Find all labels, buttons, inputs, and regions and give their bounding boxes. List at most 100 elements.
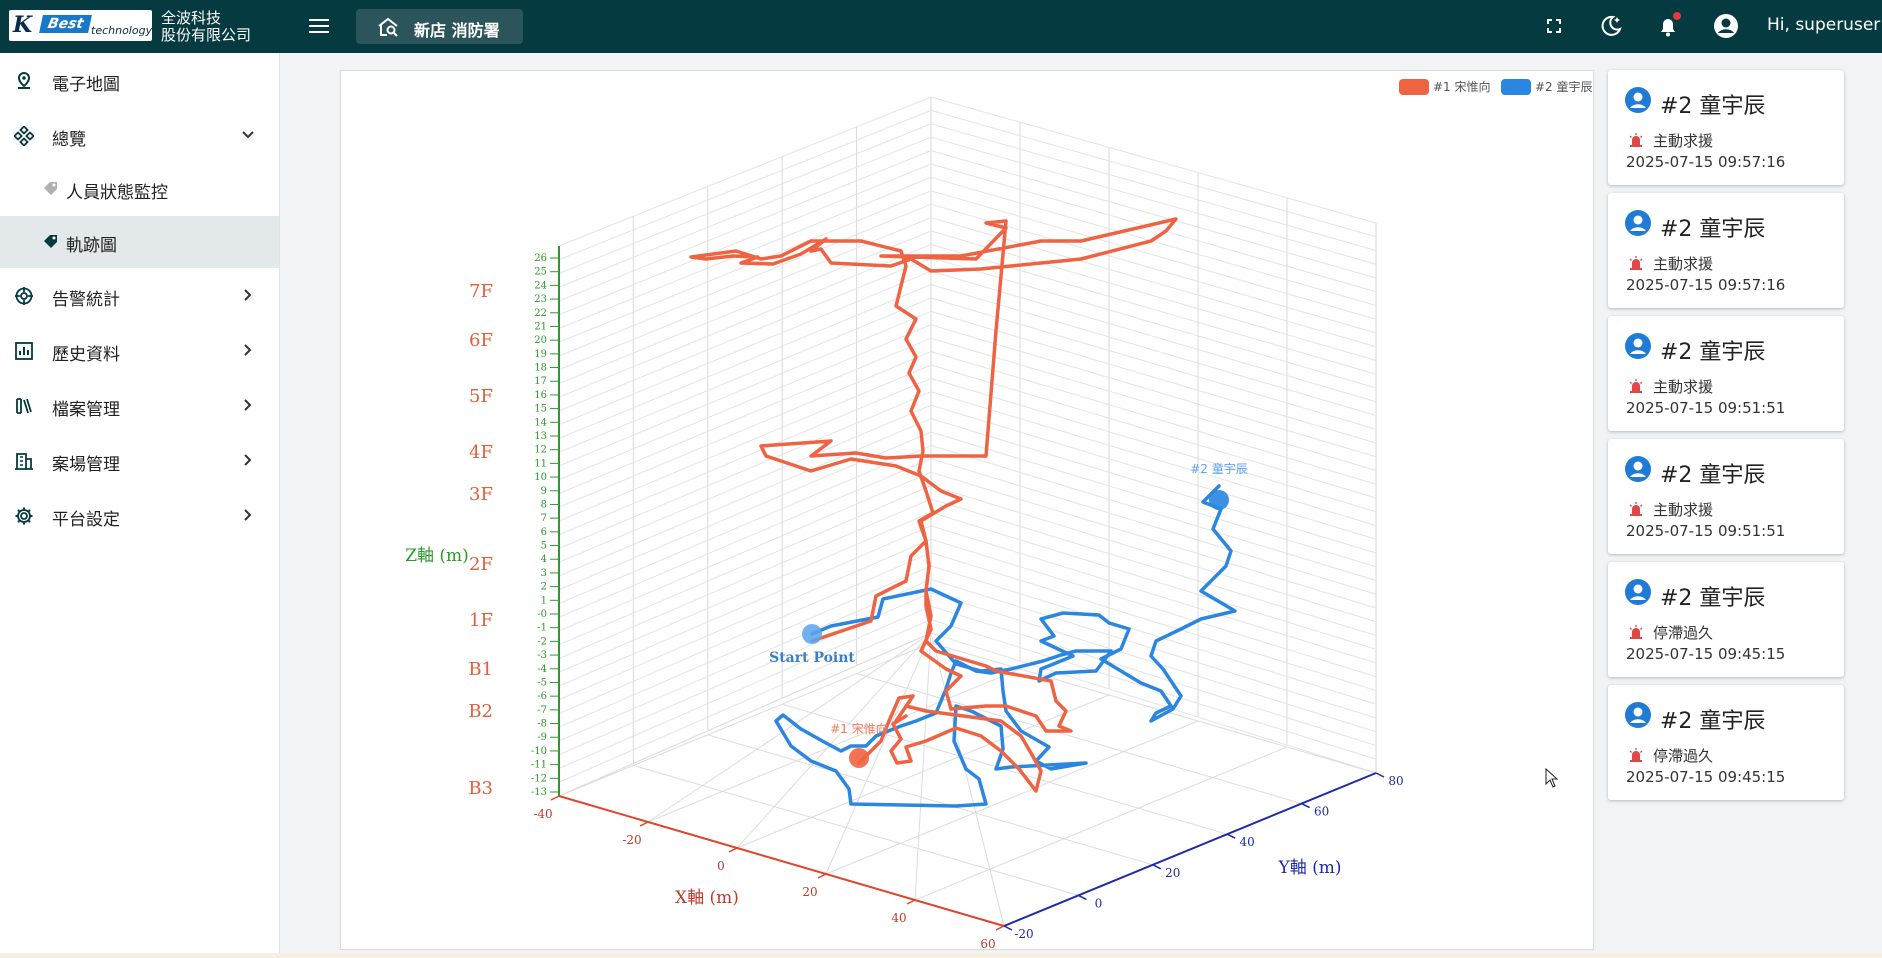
z-tick-label: 21 <box>534 321 547 332</box>
y-axis-label: Y軸 (m) <box>1277 858 1341 878</box>
gridline <box>558 337 932 494</box>
y-tick-label: 80 <box>1388 774 1403 788</box>
sidebar-item-label: 檔案管理 <box>52 400 120 420</box>
series-1-end-marker[interactable] <box>849 748 869 768</box>
alert-card[interactable]: #2 童宇辰 停滯過久 2025-07-15 09:45:15 <box>1608 685 1844 800</box>
gridline <box>558 163 932 316</box>
sidebar-item-site-management[interactable]: 案場管理 <box>0 435 279 487</box>
alert-type: 停滯過久 <box>1653 747 1714 765</box>
notification-bell-icon[interactable] <box>1654 12 1682 40</box>
floor-label: 4F <box>469 442 493 463</box>
gridline <box>930 109 1377 238</box>
gridline <box>558 109 932 261</box>
y-tick-mark <box>1375 772 1385 778</box>
sidebar-item-personnel-monitor[interactable]: 人員狀態監控 <box>0 163 279 215</box>
user-account-icon[interactable] <box>1712 12 1740 40</box>
legend-label-series-2: #2 童宇辰 <box>1535 79 1593 94</box>
gridline <box>558 632 932 797</box>
gridline <box>825 720 1199 875</box>
z-tick-label: -10 <box>531 746 547 757</box>
alert-card[interactable]: #2 童宇辰 停滯過久 2025-07-15 09:45:15 <box>1608 562 1844 677</box>
z-tick-label: 4 <box>541 554 547 565</box>
gridline <box>914 632 932 901</box>
gridline <box>558 458 932 618</box>
kbest-logo[interactable]: K Best technology <box>9 10 152 41</box>
floor-label: 7F <box>469 281 493 302</box>
alert-card[interactable]: #2 童宇辰 主動求援 2025-07-15 09:51:51 <box>1608 316 1844 431</box>
gridline <box>930 525 1377 664</box>
alert-type: 主動求援 <box>1653 255 1714 273</box>
x-tick-label: -20 <box>622 833 641 847</box>
legend-swatch-series-1[interactable] <box>1399 79 1429 95</box>
grid-diamond-icon <box>14 126 34 146</box>
alert-card[interactable]: #2 童宇辰 主動求援 2025-07-15 09:51:51 <box>1608 439 1844 554</box>
gridline <box>558 284 932 439</box>
x-axis-line <box>558 795 1005 927</box>
z-tick-label: -12 <box>531 773 547 784</box>
gridline <box>736 632 932 849</box>
gridline <box>558 511 932 673</box>
sidebar-item-trajectory[interactable]: 軌跡圖 <box>0 216 279 268</box>
legend-swatch-series-2[interactable] <box>1501 79 1531 95</box>
z-tick-label: 12 <box>534 445 547 456</box>
gridline <box>930 123 1377 251</box>
gridline <box>930 552 1377 691</box>
z-tick-label: -5 <box>537 677 547 688</box>
site-selector-button[interactable]: 新店 消防署 <box>356 9 523 44</box>
bottom-strip <box>0 953 1882 958</box>
y-tick-label: 40 <box>1240 835 1255 849</box>
sidebar-item-file-management[interactable]: 檔案管理 <box>0 380 279 432</box>
gridline <box>930 270 1377 403</box>
books-icon <box>16 398 32 414</box>
gridline <box>558 552 932 714</box>
alert-card[interactable]: #2 童宇辰 主動求援 2025-07-15 09:57:16 <box>1608 70 1844 185</box>
gridline <box>558 123 932 274</box>
start-point-marker[interactable] <box>802 624 822 644</box>
gridline <box>930 632 1005 927</box>
sidebar-item-map[interactable]: 電子地圖 <box>0 55 279 107</box>
y-tick-mark <box>1078 894 1087 901</box>
sidebar-item-alarm-stats[interactable]: 告警統計 <box>0 270 279 322</box>
siren-icon <box>1629 625 1643 639</box>
sidebar-item-label: 告警統計 <box>52 290 120 310</box>
sidebar-item-history[interactable]: 歷史資料 <box>0 325 279 377</box>
gridline <box>558 243 932 398</box>
gear-icon <box>15 507 33 525</box>
gridline <box>647 632 932 823</box>
gridline <box>558 498 932 659</box>
x-tick-mark <box>995 925 1005 931</box>
z-tick-label: 23 <box>534 294 547 305</box>
x-tick-label: 0 <box>717 859 725 873</box>
alert-card[interactable]: #2 童宇辰 主動求援 2025-07-15 09:57:16 <box>1608 193 1844 308</box>
siren-icon <box>1629 748 1643 762</box>
dark-mode-icon[interactable] <box>1597 12 1625 40</box>
gridline <box>558 230 932 384</box>
fullscreen-icon[interactable] <box>1540 12 1568 40</box>
gridline <box>930 431 1377 568</box>
z-tick-label: -7 <box>537 705 547 716</box>
x-tick-mark <box>550 795 560 801</box>
gridline <box>558 377 932 536</box>
x-tick-label: 20 <box>802 885 817 899</box>
series-2-end-label: #2 童宇辰 <box>1190 461 1248 476</box>
z-tick-label: -6 <box>537 691 547 702</box>
series-2-end-marker[interactable] <box>1209 490 1229 510</box>
x-tick-mark <box>817 873 827 879</box>
gridline <box>914 746 1288 901</box>
siren-icon <box>1629 502 1643 516</box>
bar-chart-icon <box>15 342 33 360</box>
trajectory-chart-panel: -40 -20 0 20 40 60 -20 0 20 40 60 80 26 25 24 23 22 21 20 1… <box>340 70 1595 951</box>
z-tick-label: 16 <box>534 390 547 401</box>
gridline <box>558 310 932 467</box>
siren-icon <box>1629 256 1643 270</box>
trajectory-3d-chart[interactable]: -40-200204060-20020406080262524232221201… <box>341 71 1595 951</box>
menu-toggle-icon[interactable] <box>307 15 331 37</box>
gridline <box>558 431 932 591</box>
sidebar-item-overview[interactable]: 總覽 <box>0 110 279 162</box>
gridline <box>558 418 932 577</box>
mouse-cursor-icon <box>1545 768 1559 788</box>
sidebar-item-platform-settings[interactable]: 平台設定 <box>0 490 279 542</box>
gridline <box>558 391 932 549</box>
gridline <box>558 471 932 632</box>
user-greeting[interactable]: Hi, superuser <box>1767 15 1881 35</box>
